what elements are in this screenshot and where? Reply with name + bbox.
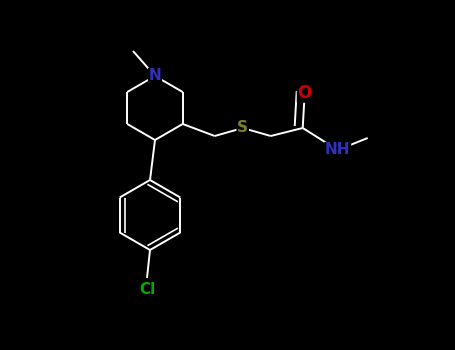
Text: O: O — [298, 84, 312, 102]
Text: S: S — [237, 120, 248, 135]
Text: N: N — [149, 69, 162, 84]
Text: Cl: Cl — [139, 282, 155, 298]
Text: NH: NH — [325, 142, 350, 158]
